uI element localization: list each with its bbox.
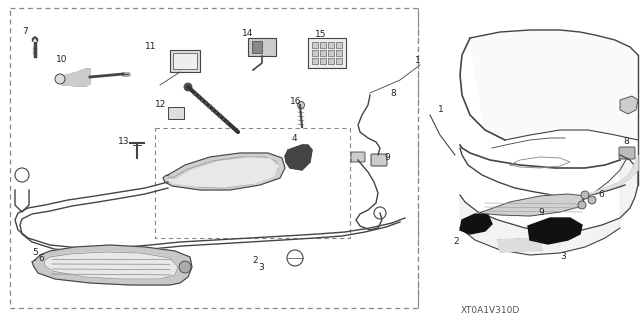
Bar bbox=[308, 38, 346, 68]
Polygon shape bbox=[285, 145, 312, 170]
Text: 9: 9 bbox=[384, 153, 390, 162]
Text: 2: 2 bbox=[453, 237, 459, 246]
Text: 15: 15 bbox=[315, 30, 326, 39]
Bar bbox=[328, 58, 334, 64]
FancyBboxPatch shape bbox=[351, 152, 365, 162]
Text: 11: 11 bbox=[145, 42, 157, 51]
Text: 1: 1 bbox=[415, 56, 420, 65]
Bar bbox=[320, 58, 326, 64]
Circle shape bbox=[184, 83, 192, 91]
Circle shape bbox=[588, 196, 596, 204]
Polygon shape bbox=[478, 194, 585, 216]
Polygon shape bbox=[460, 155, 638, 255]
Text: 13: 13 bbox=[118, 137, 129, 146]
Bar bbox=[312, 42, 318, 48]
Circle shape bbox=[298, 101, 305, 108]
Polygon shape bbox=[32, 245, 192, 285]
Polygon shape bbox=[582, 155, 638, 196]
Bar bbox=[312, 50, 318, 56]
Bar bbox=[10, 8, 418, 308]
Text: 10: 10 bbox=[56, 55, 67, 64]
Circle shape bbox=[179, 261, 191, 273]
Text: 7: 7 bbox=[22, 27, 28, 36]
Bar bbox=[320, 50, 326, 56]
Polygon shape bbox=[163, 153, 285, 190]
Polygon shape bbox=[33, 37, 38, 41]
Bar bbox=[336, 58, 342, 64]
Bar bbox=[248, 38, 276, 56]
Bar bbox=[336, 42, 342, 48]
Text: 1: 1 bbox=[438, 105, 444, 114]
Text: 14: 14 bbox=[242, 29, 253, 38]
Polygon shape bbox=[528, 218, 582, 244]
Bar bbox=[320, 42, 326, 48]
Text: XT0A1V310D: XT0A1V310D bbox=[460, 306, 520, 315]
Polygon shape bbox=[620, 96, 638, 114]
Text: 16: 16 bbox=[290, 97, 301, 106]
Text: 3: 3 bbox=[560, 252, 566, 261]
Text: 8: 8 bbox=[623, 137, 628, 146]
Text: 12: 12 bbox=[155, 100, 166, 109]
Text: 6: 6 bbox=[598, 190, 604, 199]
Bar bbox=[336, 50, 342, 56]
Bar bbox=[155, 128, 350, 238]
FancyBboxPatch shape bbox=[619, 147, 635, 159]
Text: 3: 3 bbox=[258, 263, 264, 272]
Text: 5: 5 bbox=[32, 248, 38, 257]
Circle shape bbox=[578, 201, 586, 209]
Text: 4: 4 bbox=[292, 134, 298, 143]
Bar bbox=[173, 53, 197, 69]
Text: 8: 8 bbox=[390, 89, 396, 98]
Polygon shape bbox=[44, 252, 178, 279]
Bar bbox=[170, 50, 200, 72]
Bar bbox=[168, 107, 184, 119]
Polygon shape bbox=[460, 214, 492, 234]
Bar bbox=[328, 50, 334, 56]
Polygon shape bbox=[470, 30, 638, 140]
Text: 9: 9 bbox=[538, 208, 544, 217]
Polygon shape bbox=[60, 69, 90, 86]
Text: 6: 6 bbox=[38, 254, 44, 263]
Text: 2: 2 bbox=[252, 256, 258, 265]
Bar bbox=[252, 41, 262, 53]
Bar bbox=[312, 58, 318, 64]
Bar bbox=[328, 42, 334, 48]
Circle shape bbox=[581, 191, 589, 199]
Polygon shape bbox=[498, 238, 542, 252]
FancyBboxPatch shape bbox=[371, 154, 387, 166]
Circle shape bbox=[55, 74, 65, 84]
Polygon shape bbox=[168, 158, 278, 187]
